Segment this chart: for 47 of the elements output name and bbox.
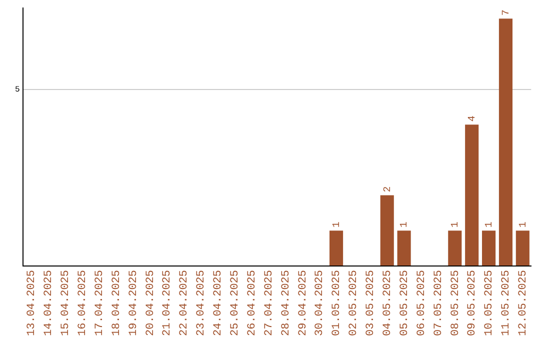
x-tick-label: 05.05.2025 [398,270,411,336]
x-tick-label: 28.04.2025 [280,270,292,336]
bar [330,230,344,266]
bar [380,195,394,266]
x-tick-label: 26.04.2025 [246,270,258,336]
data-label: 2 [382,186,394,192]
x-tick-label: 24.04.2025 [212,270,225,336]
data-label: 1 [450,222,462,228]
x-tick-label: 03.05.2025 [365,270,378,336]
x-tick-label: 11.05.2025 [500,270,513,336]
data-label: 1 [518,222,530,228]
bar [498,18,512,266]
x-tick-label: 09.05.2025 [466,270,479,336]
bar [448,230,462,266]
x-tick-label: 20.04.2025 [144,270,157,336]
x-tick-label: 17.04.2025 [94,270,106,336]
x-tick-label: 18.04.2025 [110,270,123,336]
x-tick-label: 30.04.2025 [314,270,326,336]
x-tick-label: 15.04.2025 [60,270,72,336]
bar [516,230,530,266]
x-tick-label: 06.05.2025 [416,270,428,336]
x-tick-label: 10.05.2025 [484,270,496,336]
x-tick-label: 16.04.2025 [77,270,90,336]
x-tick-label: 19.04.2025 [128,270,140,336]
x-tick-label: 27.04.2025 [263,270,276,336]
x-tick-label: 08.05.2025 [450,270,462,336]
x-tick-label: 29.04.2025 [297,270,310,336]
x-tick-label: 12.05.2025 [518,270,530,336]
x-tick-label: 23.04.2025 [196,270,208,336]
data-label: 1 [332,222,343,228]
x-tick-label: 22.04.2025 [178,270,191,336]
x-tick-label: 02.05.2025 [348,270,360,336]
x-tick-label: 04.05.2025 [382,270,394,336]
x-tick-label: 21.04.2025 [162,270,174,336]
x-tick-label: 13.04.2025 [26,270,38,336]
x-tick-label: 01.05.2025 [331,270,344,336]
x-tick-label: 14.04.2025 [43,270,56,336]
data-label: 1 [400,222,411,228]
x-tick-label: 07.05.2025 [432,270,445,336]
x-tick-label: 25.04.2025 [230,270,242,336]
data-label: 1 [484,222,496,228]
y-tick-label: 5 [14,85,20,94]
bar [482,230,496,266]
bar [397,230,411,266]
data-label: 4 [467,116,478,122]
data-label: 7 [501,10,512,16]
bar [465,124,479,266]
